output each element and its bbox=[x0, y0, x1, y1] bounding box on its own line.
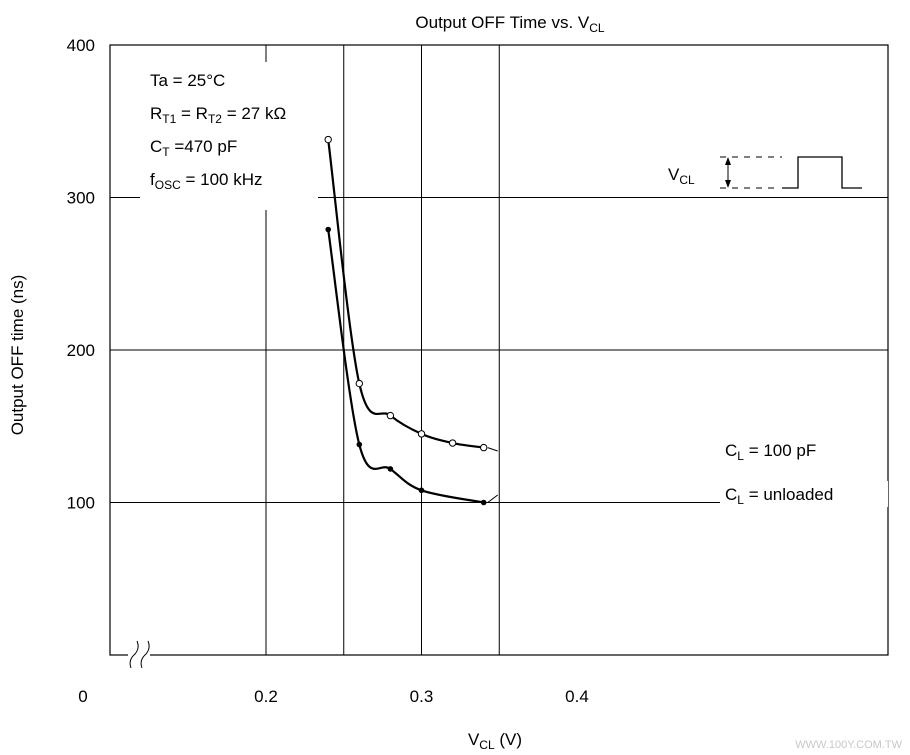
y-tick-label: 100 bbox=[67, 494, 95, 513]
data-point-open bbox=[386, 411, 395, 420]
data-points bbox=[324, 135, 488, 506]
tick-labels: 0 0.2 0.3 0.4 100 200 300 400 bbox=[67, 36, 589, 706]
inset-vcl-label: VCL bbox=[668, 165, 695, 187]
x-tick-label: 0.2 bbox=[254, 687, 278, 706]
x-tick-label: 0 bbox=[78, 687, 87, 706]
axis-break-stroke bbox=[129, 640, 139, 669]
y-tick-label: 200 bbox=[67, 341, 95, 360]
condition-line: fOSC = 100 kHz bbox=[150, 170, 263, 192]
data-point-filled bbox=[387, 466, 394, 472]
axis-break-mark bbox=[128, 640, 150, 669]
vcl-waveform-inset: VCL bbox=[668, 156, 862, 189]
condition-line: Ta = 25°C bbox=[150, 71, 225, 90]
data-point-open bbox=[324, 135, 332, 144]
axis-break-stroke bbox=[140, 640, 150, 669]
condition-line: CT =470 pF bbox=[150, 137, 237, 159]
data-point-filled bbox=[325, 226, 332, 233]
x-tick-label: 0.3 bbox=[410, 687, 434, 706]
inset-pulse-waveform bbox=[782, 156, 862, 189]
series-label-bg bbox=[720, 437, 848, 463]
data-point-filled bbox=[356, 441, 363, 448]
inset-arrow-down bbox=[725, 180, 731, 188]
series-label: CL = unloaded bbox=[725, 485, 833, 507]
data-point-filled bbox=[418, 487, 425, 494]
inset-arrow-up bbox=[725, 157, 731, 165]
series-curves: CL = 100 pF CL = unloaded bbox=[327, 139, 888, 507]
series-line bbox=[327, 229, 484, 504]
y-axis-label: Output OFF time (ns) bbox=[8, 275, 27, 436]
x-tick-label: 0.4 bbox=[565, 687, 589, 706]
series-label-leader bbox=[487, 447, 498, 452]
condition-line: RT1 = RT2 = 27 kΩ bbox=[150, 104, 286, 126]
watermark-text: WWW.100Y.COM.TW bbox=[795, 739, 902, 751]
data-point-open bbox=[448, 439, 457, 447]
y-tick-label: 400 bbox=[67, 36, 95, 55]
axis-break-gap bbox=[128, 640, 150, 668]
x-axis-label: VCL (V) bbox=[468, 730, 522, 752]
test-conditions: Ta = 25°C RT1 = RT2 = 27 kΩ CT =470 pF fOSC… bbox=[140, 62, 318, 210]
conditions-bg bbox=[140, 62, 318, 210]
series-label-bg bbox=[720, 481, 888, 507]
series-label-leader bbox=[487, 494, 499, 503]
chart-title: Output OFF Time vs. VCL bbox=[415, 13, 604, 35]
data-point-filled bbox=[480, 499, 487, 506]
y-tick-label: 300 bbox=[67, 189, 95, 208]
plot-frame bbox=[109, 44, 889, 656]
data-point-open bbox=[355, 379, 363, 388]
series-label: CL = 100 pF bbox=[725, 441, 816, 463]
data-point-open bbox=[480, 443, 488, 452]
data-point-open bbox=[417, 430, 426, 438]
